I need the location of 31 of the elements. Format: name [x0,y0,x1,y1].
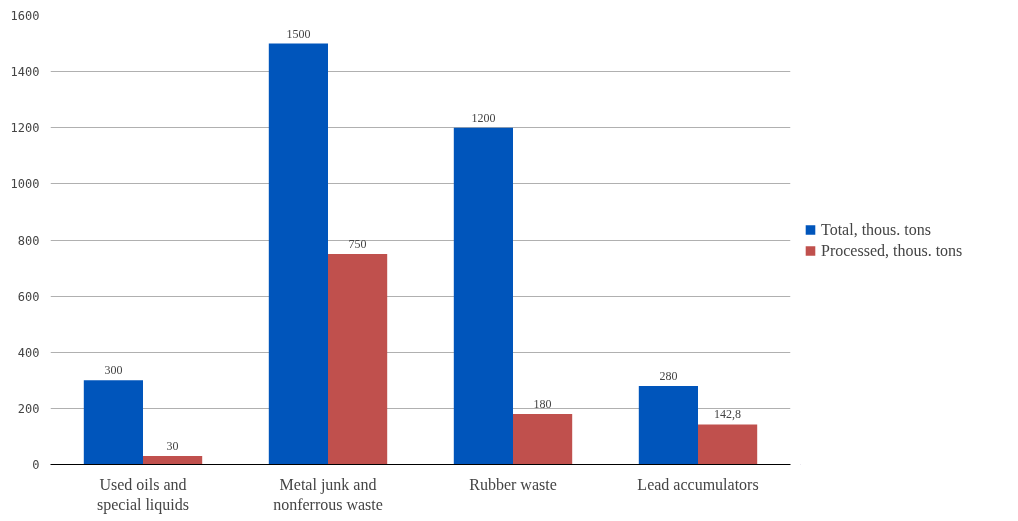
y-tick-label: 600 [17,289,40,304]
bar [83,380,143,465]
legend-label: Total, thous. tons [821,220,931,238]
bar [698,424,758,465]
y-tick-label: 1600 [10,9,40,23]
x-tick-label: Rubber waste [469,475,557,493]
y-tick-label: 1000 [10,177,40,192]
x-tick-label: Lead accumulators [637,475,759,493]
data-label: 1200 [471,110,496,125]
y-tick-label: 1200 [10,121,40,136]
data-label: 280 [659,368,678,383]
y-tick-label: 800 [17,233,40,248]
bar [453,127,513,465]
bar [638,385,698,465]
data-label: 750 [348,237,367,252]
data-label: 30 [166,439,179,454]
x-tick-label: Used oils and special liquids [97,475,189,514]
y-tick-label: 0 [32,458,40,472]
y-tick-label: 200 [17,401,40,416]
bar [268,43,328,465]
bar [328,254,388,465]
bar [513,413,573,465]
legend-label: Processed, thous. tons [821,241,963,259]
data-label: 142,8 [714,407,742,422]
y-tick-label: 400 [17,345,40,360]
y-tick-label: 1400 [10,65,40,80]
data-label: 1500 [286,26,311,41]
x-tick-label: Metal junk and nonferrous waste [273,475,383,513]
data-label: 180 [533,396,552,411]
data-label: 300 [104,363,123,378]
bar [143,456,203,465]
